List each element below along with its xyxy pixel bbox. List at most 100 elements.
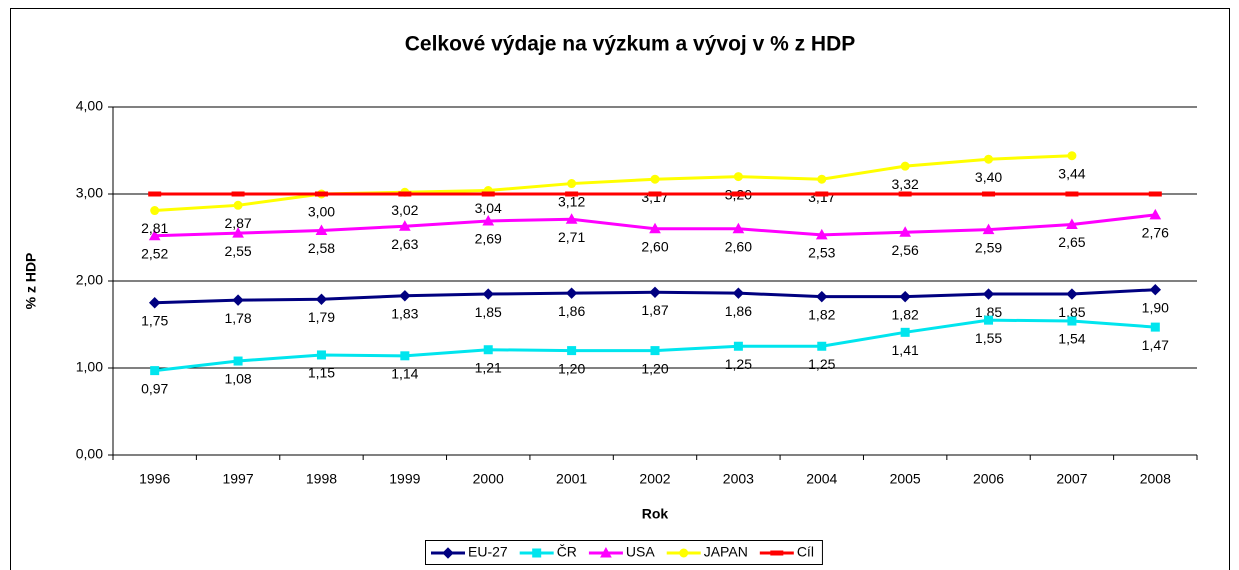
x-tick-label: 2003 (723, 471, 754, 487)
marker (982, 191, 996, 197)
marker (648, 191, 662, 197)
data-label: 1,85 (1058, 304, 1085, 320)
data-label: 2,59 (975, 239, 1002, 255)
data-label: 2,55 (224, 243, 251, 259)
data-label: 2,58 (308, 240, 335, 256)
marker (900, 161, 910, 171)
marker (600, 546, 612, 558)
marker (1065, 191, 1079, 197)
data-label: 3,40 (975, 169, 1002, 185)
series-line (154, 154, 1072, 213)
x-tick-label: 2002 (639, 471, 670, 487)
chart-frame (10, 8, 1230, 570)
marker (816, 290, 828, 303)
data-label: 1,78 (224, 310, 251, 326)
y-tick-label: 3,00 (76, 185, 103, 201)
marker (148, 191, 162, 197)
marker (899, 226, 912, 237)
marker (567, 346, 577, 356)
data-label: 1,14 (391, 366, 418, 382)
marker (733, 172, 743, 182)
legend-label: ČR (557, 544, 577, 560)
data-label: 1,20 (641, 360, 668, 376)
marker (649, 286, 661, 299)
marker (650, 346, 660, 356)
data-label: 2,63 (391, 236, 418, 252)
marker (148, 297, 161, 309)
marker (532, 548, 542, 558)
x-tick-label: 2001 (556, 471, 587, 487)
marker (1150, 322, 1160, 332)
marker (565, 287, 578, 299)
y-tick-label: 2,00 (76, 272, 103, 288)
y-tick-label: 4,00 (76, 98, 103, 114)
data-label: 2,60 (725, 239, 752, 255)
legend-label: Cíl (797, 544, 814, 560)
data-label: 1,79 (308, 309, 335, 325)
data-label: 1,25 (725, 356, 752, 372)
marker (481, 191, 495, 197)
x-tick-label: 2004 (806, 471, 837, 487)
marker (733, 341, 743, 351)
marker (982, 223, 995, 235)
marker (817, 341, 827, 351)
data-label: 3,04 (475, 200, 502, 216)
marker (567, 179, 577, 189)
x-tick-label: 2006 (973, 471, 1004, 487)
marker (232, 227, 244, 238)
data-label: 1,47 (1142, 337, 1169, 353)
legend-label: USA (626, 544, 655, 560)
x-tick-label: 1998 (306, 471, 337, 487)
data-label: 1,85 (475, 304, 502, 320)
data-label: 3,32 (892, 176, 919, 192)
data-label: 2,56 (892, 242, 919, 258)
x-tick-label: 1996 (139, 471, 170, 487)
legend-box (425, 540, 823, 565)
marker (650, 174, 660, 184)
data-label: 1,54 (1058, 331, 1085, 347)
data-label: 2,81 (141, 220, 168, 236)
marker (398, 191, 412, 197)
data-label: 2,69 (475, 231, 502, 247)
data-label: 1,90 (1142, 299, 1169, 315)
marker (442, 547, 454, 559)
marker (1066, 218, 1078, 229)
data-label: 3,00 (308, 204, 335, 220)
marker (483, 345, 493, 355)
x-tick-label: 1999 (389, 471, 420, 487)
data-label: 1,20 (558, 360, 585, 376)
data-label: 1,86 (558, 303, 585, 319)
marker (482, 288, 494, 300)
data-label: 2,53 (808, 245, 835, 261)
marker (1149, 283, 1162, 296)
data-label: 1,82 (892, 306, 919, 322)
marker (1066, 288, 1078, 300)
marker (1067, 151, 1077, 161)
marker (232, 294, 244, 306)
data-label: 2,60 (641, 239, 668, 255)
x-tick-label: 2007 (1056, 471, 1087, 487)
marker (732, 287, 745, 299)
marker (770, 550, 784, 556)
marker (984, 154, 994, 164)
marker (1148, 191, 1162, 197)
data-label: 2,71 (558, 229, 585, 245)
marker (565, 191, 579, 197)
data-label: 2,87 (224, 215, 251, 231)
data-label: 3,02 (391, 202, 418, 218)
chart-title: Celkové výdaje na výzkum a vývoj v % z H… (405, 33, 856, 56)
data-label: 1,08 (224, 371, 251, 387)
data-label: 1,15 (308, 365, 335, 381)
data-label: 1,85 (975, 304, 1002, 320)
marker (398, 220, 411, 231)
marker (482, 214, 495, 226)
marker (231, 191, 245, 197)
marker (315, 224, 328, 236)
marker (817, 174, 827, 184)
data-label: 3,44 (1058, 165, 1085, 181)
marker (732, 222, 745, 234)
marker (731, 191, 745, 197)
data-label: 1,75 (141, 312, 168, 328)
x-tick-label: 2008 (1140, 471, 1171, 487)
data-label: 0,97 (141, 380, 168, 396)
